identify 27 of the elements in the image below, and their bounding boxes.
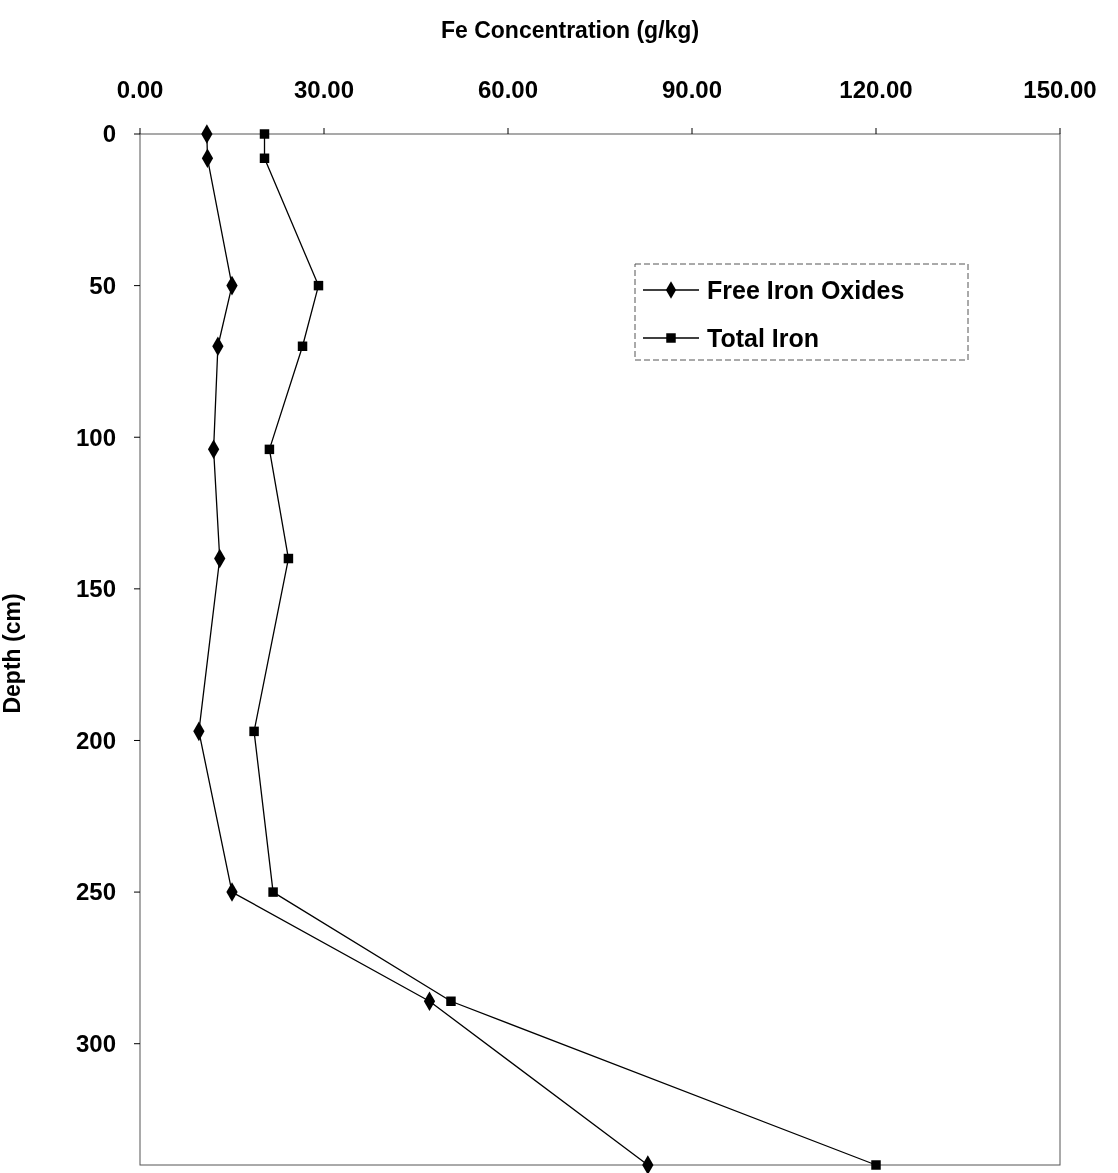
y-tick-label: 100 [75,423,116,451]
point [259,153,270,163]
point [297,341,308,352]
y-tick-label: 200 [75,726,116,754]
y-tick-label: 300 [75,1030,116,1058]
legend-label: Free Iron Oxides [707,275,905,304]
point [268,887,278,897]
x-tick-label: 0.00 [116,76,164,103]
point [264,444,275,455]
y-tick-label: 150 [75,575,116,603]
point [446,996,456,1006]
point [283,553,294,564]
y-tick-label: 0 [102,120,116,148]
legend-label: Total Iron [707,323,820,352]
x-axis-title: Fe Concentration (g/kg) [440,17,700,43]
x-tick-label: 60.00 [477,76,539,103]
x-tick-label: 30.00 [293,76,355,103]
point [871,1160,881,1170]
point [259,129,270,139]
y-tick-label: 50 [89,272,116,300]
point [313,280,324,291]
y-tick-label: 250 [75,878,116,906]
y-axis-title: Depth (cm) [0,593,25,714]
x-tick-label: 150.00 [1023,76,1097,103]
point [249,726,259,737]
x-tick-label: 120.00 [839,76,913,103]
x-tick-label: 90.00 [661,76,723,103]
